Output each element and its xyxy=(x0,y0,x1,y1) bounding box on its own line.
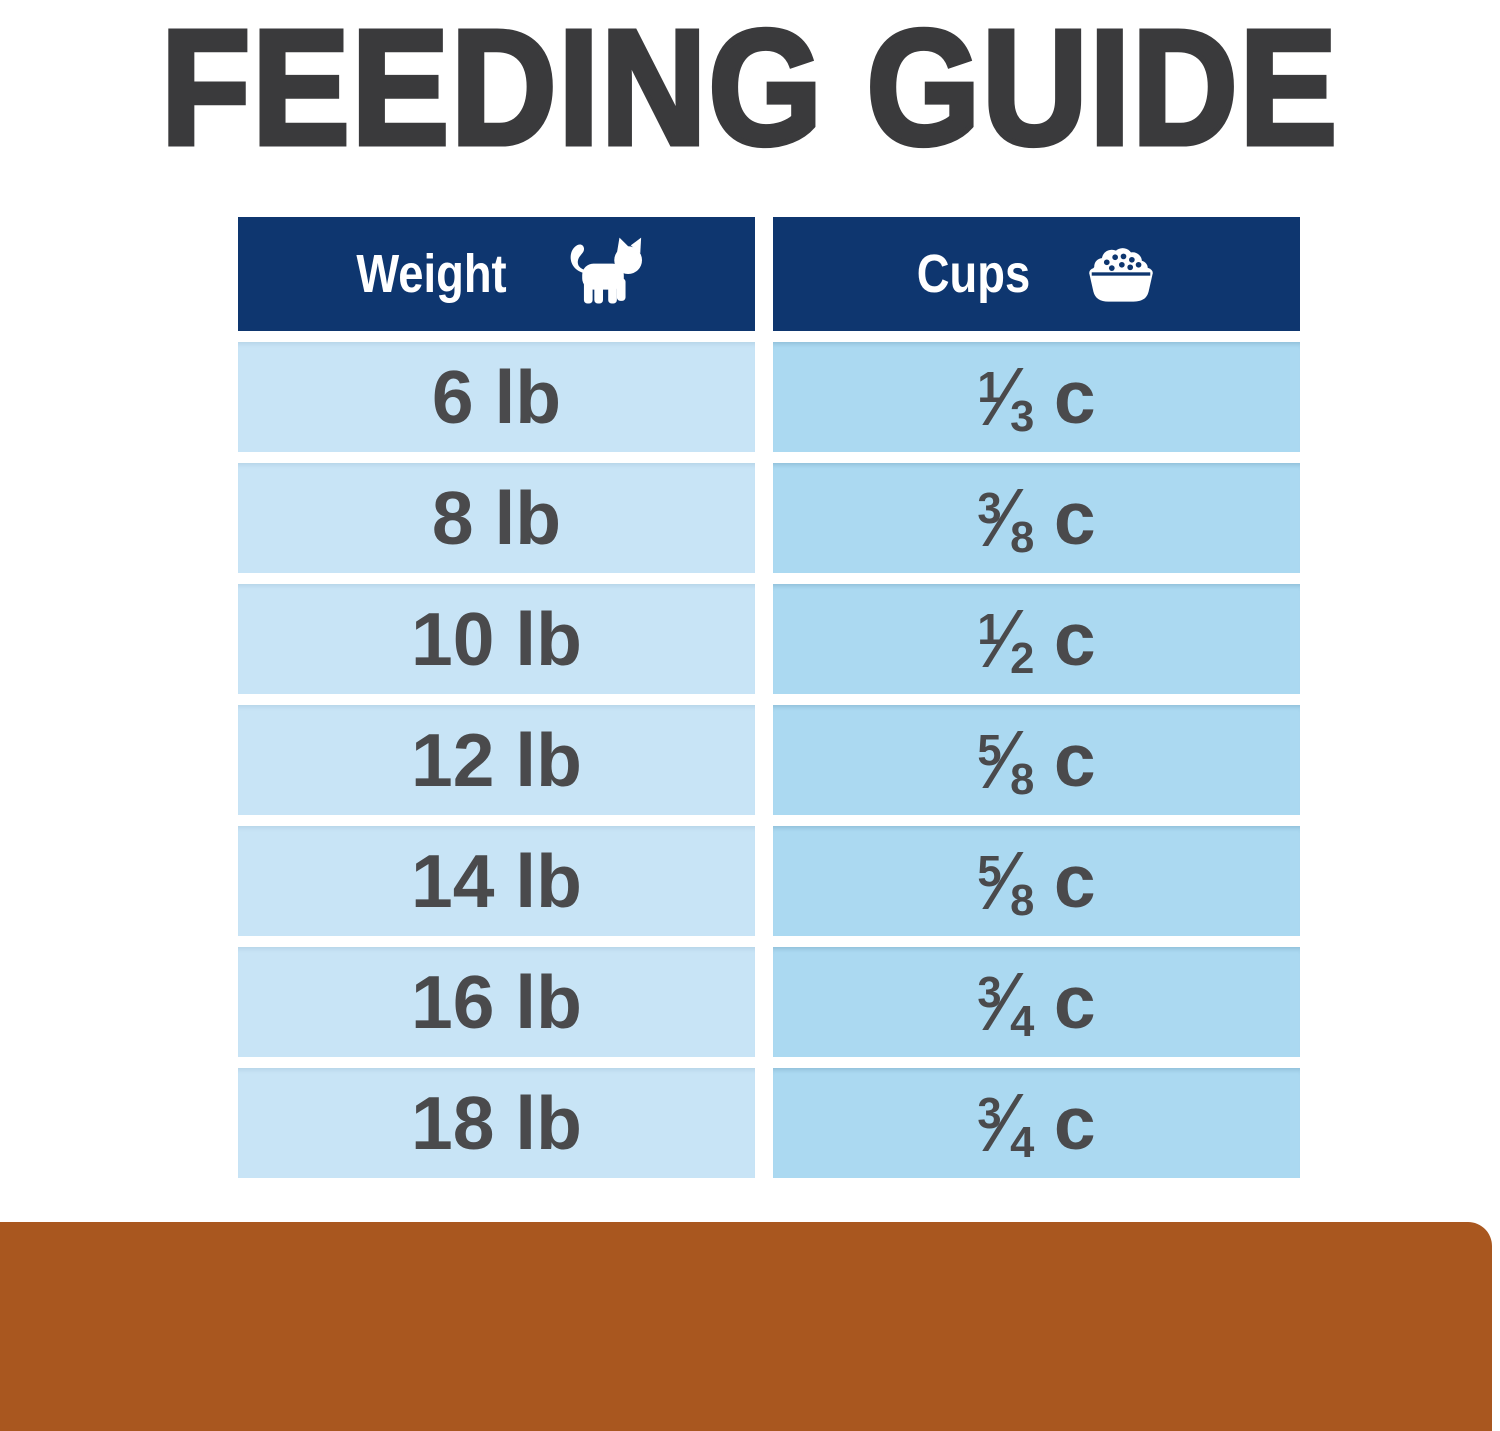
cups-unit: c xyxy=(1053,355,1096,439)
feeding-table: Weight xyxy=(238,217,1300,1189)
fraction-denominator: 8 xyxy=(1010,755,1035,804)
weight-value: 6 lb xyxy=(431,355,562,439)
fraction-denominator: 4 xyxy=(1010,997,1035,1046)
weight-cell: 6 lb xyxy=(238,342,755,452)
weight-value: 8 lb xyxy=(431,476,562,560)
cups-cell: 12 c xyxy=(773,584,1300,694)
cups-unit: c xyxy=(1053,597,1096,681)
table-row: 8 lb 38 c xyxy=(238,463,1300,573)
fraction-denominator: 8 xyxy=(1010,876,1035,925)
fraction-slash xyxy=(999,841,1013,925)
cups-fraction: 58 xyxy=(977,834,1034,929)
cups-cell: 58 c xyxy=(773,826,1300,936)
table-row: 14 lb 58 c xyxy=(238,826,1300,936)
fraction-numerator: 1 xyxy=(977,605,1002,654)
weight-cell: 16 lb xyxy=(238,947,755,1057)
cups-unit: c xyxy=(1053,1081,1096,1165)
fraction-numerator: 5 xyxy=(977,847,1002,896)
cups-fraction: 12 xyxy=(977,592,1034,687)
table-row: 18 lb 34 c xyxy=(238,1068,1300,1178)
cups-header-cell: Cups xyxy=(773,217,1300,331)
fraction-slash xyxy=(999,357,1013,441)
fraction-numerator: 3 xyxy=(977,1089,1002,1138)
cups-unit: c xyxy=(1053,476,1096,560)
weight-cell: 8 lb xyxy=(238,463,755,573)
title-container: FEEDING GUIDE xyxy=(0,3,1500,172)
fraction-numerator: 1 xyxy=(977,363,1002,412)
fraction-slash xyxy=(999,720,1013,804)
cups-unit: c xyxy=(1053,839,1096,923)
fraction-slash xyxy=(999,599,1013,683)
cups-fraction: 58 xyxy=(977,713,1034,808)
weight-value: 10 lb xyxy=(411,597,582,681)
cups-fraction: 34 xyxy=(977,1076,1034,1171)
weight-value: 12 lb xyxy=(411,718,582,802)
orange-accent-band xyxy=(0,1222,1492,1431)
weight-header-label: Weight xyxy=(356,244,507,304)
weight-cell: 10 lb xyxy=(238,584,755,694)
cups-unit: c xyxy=(1053,960,1096,1044)
weight-value: 14 lb xyxy=(411,839,582,923)
cups-header-label: Cups xyxy=(916,244,1031,304)
fraction-denominator: 3 xyxy=(1010,392,1035,441)
table-row: 10 lb 12 c xyxy=(238,584,1300,694)
table-header-row: Weight xyxy=(238,217,1300,331)
fraction-numerator: 3 xyxy=(977,968,1002,1017)
page-title: FEEDING GUIDE xyxy=(159,0,1340,179)
table-row: 12 lb 58 c xyxy=(238,705,1300,815)
fraction-slash xyxy=(999,478,1013,562)
cups-unit: c xyxy=(1053,718,1096,802)
cups-cell: 34 c xyxy=(773,1068,1300,1178)
fraction-slash xyxy=(999,1083,1013,1167)
fraction-numerator: 3 xyxy=(977,484,1002,533)
weight-cell: 14 lb xyxy=(238,826,755,936)
weight-cell: 18 lb xyxy=(238,1068,755,1178)
table-row: 6 lb 13 c xyxy=(238,342,1300,452)
fraction-denominator: 8 xyxy=(1010,513,1035,562)
weight-value: 16 lb xyxy=(411,960,582,1044)
weight-value: 18 lb xyxy=(411,1081,582,1165)
cups-cell: 38 c xyxy=(773,463,1300,573)
fraction-denominator: 4 xyxy=(1010,1118,1035,1167)
weight-cell: 12 lb xyxy=(238,705,755,815)
cups-fraction: 13 xyxy=(977,350,1034,445)
cat-icon xyxy=(555,235,651,313)
cups-fraction: 38 xyxy=(977,471,1034,566)
fraction-slash xyxy=(999,962,1013,1046)
weight-header-cell: Weight xyxy=(238,217,755,331)
fraction-denominator: 2 xyxy=(1010,634,1035,683)
cups-cell: 13 c xyxy=(773,342,1300,452)
cups-cell: 58 c xyxy=(773,705,1300,815)
cups-fraction: 34 xyxy=(977,955,1034,1050)
food-bowl-icon xyxy=(1075,236,1167,312)
table-row: 16 lb 34 c xyxy=(238,947,1300,1057)
cups-cell: 34 c xyxy=(773,947,1300,1057)
fraction-numerator: 5 xyxy=(977,726,1002,775)
